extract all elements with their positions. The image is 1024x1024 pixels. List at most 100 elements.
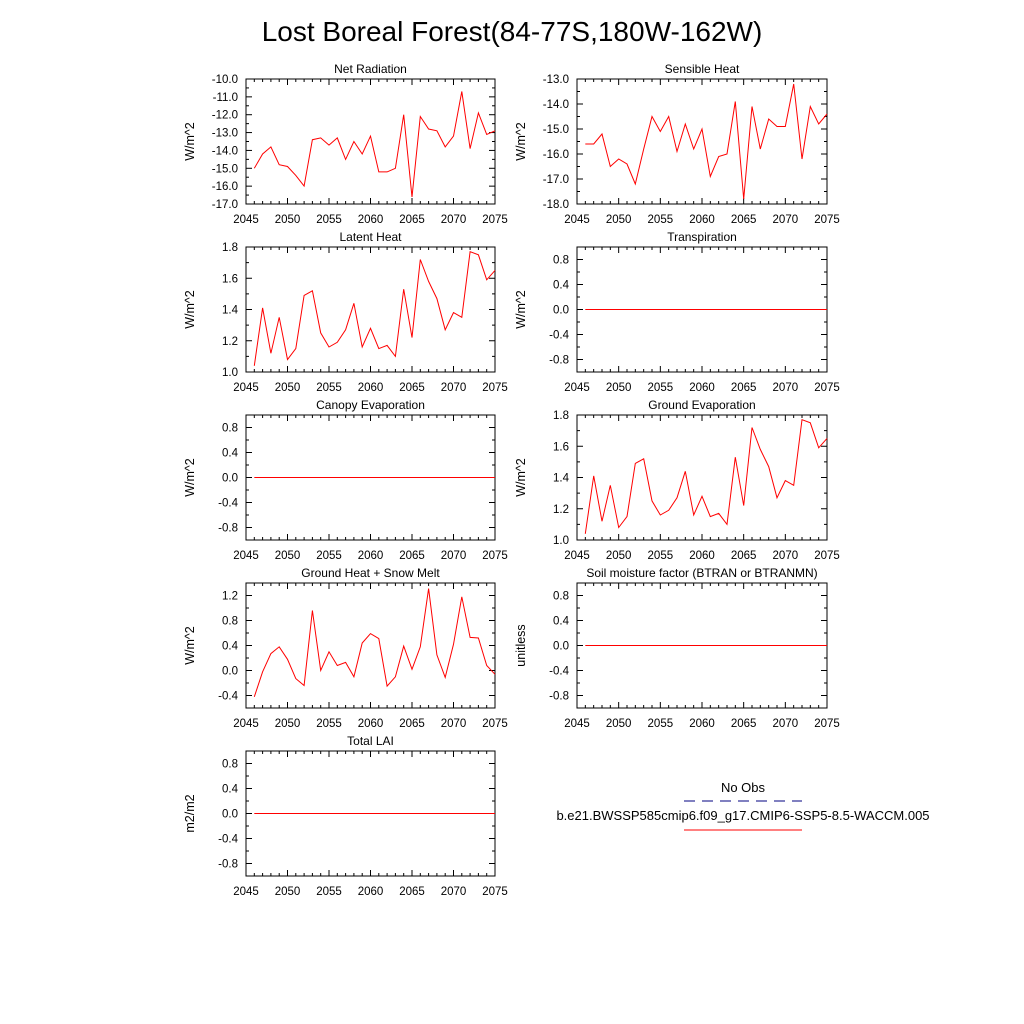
y-tick-label: -13.0 <box>543 74 569 86</box>
series-line <box>253 251 496 366</box>
panel-title: Soil moisture factor (BTRAN or BTRANMN) <box>586 566 817 580</box>
y-tick-label: 1.2 <box>222 591 238 603</box>
x-tick-label: 2060 <box>689 550 715 562</box>
x-tick-label: 2055 <box>648 214 674 226</box>
y-tick-label: 0.0 <box>222 809 238 821</box>
panel-2: Sensible Heat W/m^2 2045 2050 2055 2060 2065 20… <box>514 62 840 226</box>
y-tick-label: 0.0 <box>553 641 569 653</box>
y-tick-label: 1.2 <box>553 504 569 516</box>
panel-9: Total LAI m2/m2 2045 2050 2055 2060 2065 2070 20… <box>183 734 508 898</box>
x-tick-label: 2065 <box>399 886 425 898</box>
x-tick-label: 2065 <box>731 214 757 226</box>
y-tick-label: -17.0 <box>212 199 238 211</box>
x-tick-label: 2045 <box>564 382 590 394</box>
x-tick-label: 2070 <box>773 382 799 394</box>
figure-title: Lost Boreal Forest(84-77S,180W-162W) <box>262 16 763 47</box>
x-tick-label: 2070 <box>773 718 799 730</box>
x-tick-label: 2060 <box>358 886 384 898</box>
x-tick-label: 2050 <box>606 718 632 730</box>
x-tick-label: 2060 <box>358 382 384 394</box>
y-tick-label: 1.2 <box>222 336 238 348</box>
plot-frame <box>245 582 496 709</box>
x-tick-label: 2070 <box>441 382 467 394</box>
panel-4: Transpiration W/m^2 2045 2050 2055 2060 2065 20… <box>514 230 840 394</box>
x-tick-label: 2065 <box>399 382 425 394</box>
x-tick-label: 2060 <box>689 214 715 226</box>
series-line <box>585 83 828 200</box>
x-tick-label: 2045 <box>233 886 259 898</box>
y-tick-label: -15.0 <box>543 124 569 136</box>
y-tick-label: 1.6 <box>553 441 569 453</box>
y-tick-label: 0.4 <box>222 784 239 796</box>
x-tick-label: 2070 <box>773 214 799 226</box>
y-tick-label: 1.8 <box>222 242 238 254</box>
x-tick-label: 2075 <box>482 886 508 898</box>
y-tick-label: 1.6 <box>222 273 238 285</box>
x-tick-label: 2060 <box>358 718 384 730</box>
x-tick-label: 2055 <box>316 382 342 394</box>
x-tick-label: 2075 <box>814 550 840 562</box>
x-tick-label: 2065 <box>399 718 425 730</box>
panel-5: Canopy Evaporation W/m^2 2045 2050 2055 2060 2… <box>183 398 508 562</box>
y-tick-label: -0.8 <box>218 523 238 535</box>
x-tick-label: 2055 <box>648 382 674 394</box>
x-tick-label: 2075 <box>814 214 840 226</box>
y-tick-label: 1.4 <box>222 305 239 317</box>
x-tick-label: 2050 <box>275 886 301 898</box>
y-tick-label: -0.8 <box>218 859 238 871</box>
y-tick-label: 1.4 <box>553 473 570 485</box>
x-tick-label: 2075 <box>482 214 508 226</box>
x-tick-label: 2055 <box>648 718 674 730</box>
y-axis-label: W/m^2 <box>514 290 528 329</box>
y-tick-label: -13.0 <box>212 128 238 140</box>
panel-7: Ground Heat + Snow Melt W/m^2 2045 2050 2055… <box>183 566 508 730</box>
panel-title: Canopy Evaporation <box>316 398 425 412</box>
x-tick-label: 2050 <box>275 214 301 226</box>
panel-title: Net Radiation <box>334 62 407 76</box>
y-axis-label: W/m^2 <box>183 626 197 665</box>
x-tick-label: 2070 <box>441 550 467 562</box>
y-tick-label: -11.0 <box>213 92 238 104</box>
x-tick-label: 2060 <box>689 382 715 394</box>
x-tick-label: 2070 <box>441 886 467 898</box>
y-tick-label: 1.8 <box>553 410 569 422</box>
x-tick-label: 2055 <box>316 214 342 226</box>
panel-title: Latent Heat <box>339 230 402 244</box>
y-tick-label: 1.0 <box>222 367 238 379</box>
y-tick-label: 0.0 <box>553 305 569 317</box>
x-tick-label: 2075 <box>482 718 508 730</box>
legend-obs-label: No Obs <box>721 780 766 795</box>
y-tick-label: -18.0 <box>543 199 569 211</box>
x-tick-label: 2055 <box>316 718 342 730</box>
y-tick-label: -0.8 <box>549 691 569 703</box>
x-tick-label: 2050 <box>275 718 301 730</box>
y-axis-label: W/m^2 <box>183 122 197 161</box>
panel-title: Sensible Heat <box>665 62 740 76</box>
x-tick-label: 2075 <box>814 382 840 394</box>
y-tick-label: 0.8 <box>553 255 569 267</box>
plot-frame <box>245 246 496 373</box>
y-tick-label: 0.4 <box>553 280 570 292</box>
series-line <box>584 419 828 534</box>
x-tick-label: 2060 <box>689 718 715 730</box>
y-tick-label: 0.4 <box>553 616 570 628</box>
y-tick-label: -17.0 <box>543 174 569 186</box>
plot-frame <box>576 414 828 541</box>
y-tick-label: 0.8 <box>222 759 238 771</box>
y-tick-label: 0.8 <box>553 591 569 603</box>
x-tick-label: 2055 <box>316 886 342 898</box>
x-tick-label: 2065 <box>731 718 757 730</box>
y-tick-label: -0.4 <box>218 691 238 703</box>
y-axis-label: W/m^2 <box>183 290 197 329</box>
y-axis-label: m2/m2 <box>183 794 197 832</box>
y-tick-label: 0.0 <box>222 473 238 485</box>
panel-title: Transpiration <box>667 230 737 244</box>
y-axis-label: W/m^2 <box>514 122 528 161</box>
panel-1: Net Radiation W/m^2 2045 2050 2055 2060 2065 20… <box>183 62 508 226</box>
x-tick-label: 2045 <box>233 718 259 730</box>
x-tick-label: 2045 <box>233 550 259 562</box>
panel-8: Soil moisture factor (BTRAN or BTRANMN) u… <box>514 566 840 730</box>
y-tick-label: -16.0 <box>543 149 569 161</box>
panel-6: Ground Evaporation W/m^2 2045 2050 2055 2060 2… <box>514 398 840 562</box>
